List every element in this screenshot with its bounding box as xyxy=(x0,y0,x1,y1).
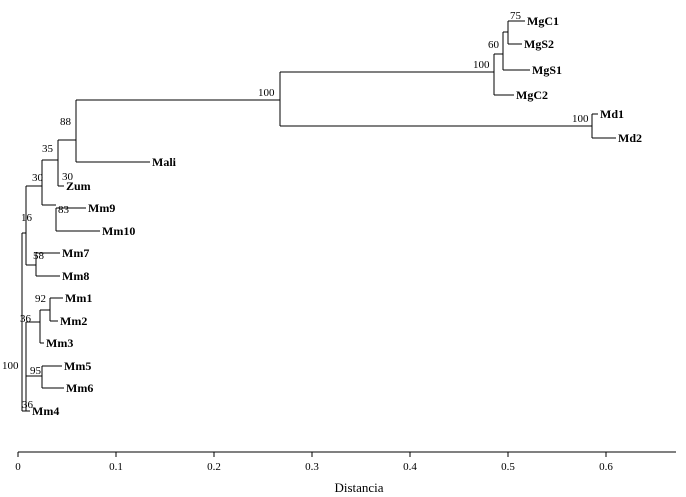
distance-axis: 0 0.1 0.2 0.3 0.4 0.5 0.6 Distancia xyxy=(15,451,676,495)
leaf-label: MgC1 xyxy=(527,14,559,28)
tick-label: 0.1 xyxy=(109,461,123,473)
leaf-label: Mm8 xyxy=(62,269,89,283)
tick-label: 0.4 xyxy=(403,461,417,473)
tree-branches xyxy=(21,20,616,412)
bootstrap-values: 75 60 100 100 100 88 35 30 30 83 16 58 9… xyxy=(2,10,589,411)
bootstrap-value: 58 xyxy=(33,250,45,262)
leaf-label: Mm6 xyxy=(66,381,93,395)
leaf-label: Mm2 xyxy=(60,314,87,328)
leaf-label: Mm1 xyxy=(65,291,92,305)
bootstrap-value: 16 xyxy=(21,212,33,224)
tick-label: 0.6 xyxy=(599,461,613,473)
bootstrap-value: 60 xyxy=(488,39,500,51)
bootstrap-value: 100 xyxy=(473,59,490,71)
tick-label: 0.5 xyxy=(501,461,515,473)
bootstrap-value: 88 xyxy=(60,116,72,128)
bootstrap-value: 30 xyxy=(32,172,44,184)
bootstrap-value: 75 xyxy=(510,10,522,22)
leaf-label: Zum xyxy=(66,179,91,193)
leaf-label: Mm10 xyxy=(102,224,135,238)
bootstrap-value: 35 xyxy=(42,143,54,155)
leaf-label: Mm7 xyxy=(62,246,89,260)
leaf-labels: MgC1 MgS2 MgS1 MgC2 Md1 Md2 Mali Zum Mm9… xyxy=(32,14,642,418)
axis-title: Distancia xyxy=(334,480,383,495)
bootstrap-value: 36 xyxy=(20,313,32,325)
bootstrap-value: 92 xyxy=(35,293,46,305)
leaf-label: Mm9 xyxy=(88,201,115,215)
bootstrap-value: 30 xyxy=(62,171,74,183)
bootstrap-value: 36 xyxy=(22,399,34,411)
bootstrap-value: 100 xyxy=(572,113,589,125)
leaf-label: Mm5 xyxy=(64,359,91,373)
leaf-label: Md2 xyxy=(618,131,642,145)
leaf-label: Mm3 xyxy=(46,336,73,350)
leaf-label: MgS2 xyxy=(524,37,554,51)
leaf-label: MgC2 xyxy=(516,88,548,102)
bootstrap-value: 83 xyxy=(58,204,70,216)
leaf-label: Md1 xyxy=(600,107,624,121)
bootstrap-value: 95 xyxy=(30,365,42,377)
leaf-label: MgS1 xyxy=(532,63,562,77)
leaf-label: Mali xyxy=(152,155,177,169)
tick-label: 0.2 xyxy=(207,461,221,473)
bootstrap-value: 100 xyxy=(2,360,19,372)
leaf-label: Mm4 xyxy=(32,404,59,418)
tick-label: 0 xyxy=(15,461,21,473)
bootstrap-value: 100 xyxy=(258,87,275,99)
tick-label: 0.3 xyxy=(305,461,319,473)
